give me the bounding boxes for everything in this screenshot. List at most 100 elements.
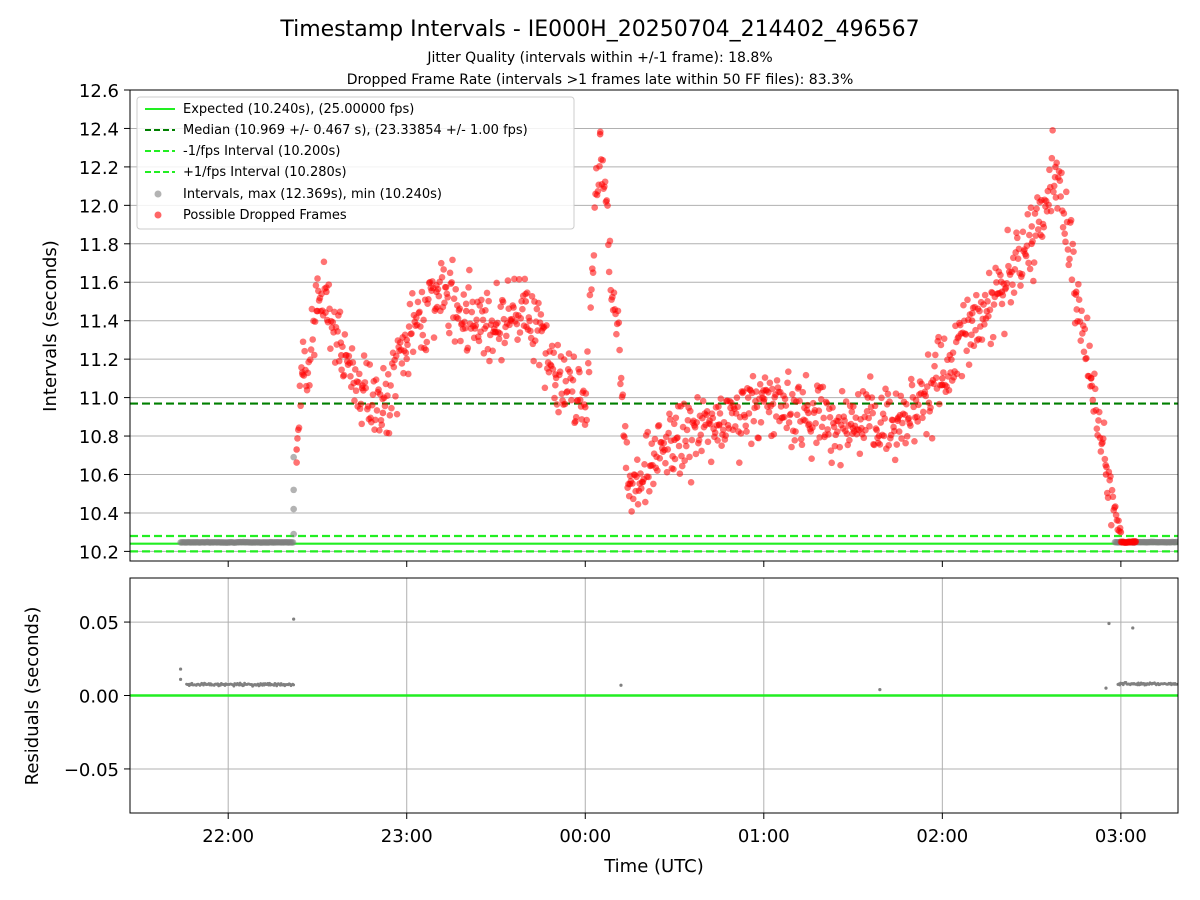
- y-tick-label: 12.0: [79, 196, 119, 217]
- dropped-frame-point: [665, 429, 672, 437]
- dropped-frame-point: [1026, 265, 1034, 273]
- dropped-frame-point: [551, 394, 558, 402]
- dropped-frame-point: [462, 324, 469, 332]
- dropped-frame-point: [749, 372, 757, 380]
- dropped-frame-point: [642, 498, 649, 506]
- dropped-frame-point: [838, 387, 846, 395]
- dropped-frame-point: [387, 382, 394, 389]
- dropped-frame-point: [553, 401, 561, 408]
- y-tick-label: 11.0: [79, 389, 119, 410]
- dropped-frame-point: [1132, 538, 1140, 546]
- dropped-frame-point: [784, 379, 791, 387]
- dropped-frame-point: [981, 321, 988, 328]
- dropped-frame-point: [748, 440, 755, 448]
- dropped-frame-point: [757, 419, 765, 426]
- dropped-frame-point: [963, 347, 970, 355]
- dropped-frame-point: [687, 407, 694, 415]
- dropped-frame-point: [584, 348, 591, 355]
- dropped-frame-point: [464, 344, 472, 352]
- dropped-frame-point: [824, 426, 831, 433]
- dropped-frame-point: [460, 291, 468, 298]
- dropped-frame-point: [1013, 234, 1021, 242]
- dropped-frame-point: [1065, 261, 1073, 269]
- dropped-frame-point: [863, 407, 871, 415]
- dropped-frame-point: [385, 429, 393, 437]
- dropped-frame-point: [562, 377, 570, 385]
- dropped-frame-point: [715, 403, 722, 410]
- dropped-frame-point: [444, 294, 451, 301]
- dropped-frame-point: [682, 442, 690, 450]
- dropped-frame-point: [695, 436, 703, 444]
- dropped-frame-point: [296, 382, 304, 390]
- dropped-frame-point: [791, 436, 799, 444]
- dropped-frame-point: [621, 422, 629, 430]
- dropped-frame-point: [483, 289, 491, 297]
- dropped-frame-point: [442, 283, 450, 291]
- dropped-frame-point: [326, 305, 333, 313]
- dropped-frame-point: [894, 417, 902, 424]
- dropped-frame-point: [902, 439, 909, 447]
- dropped-frame-point: [768, 385, 776, 393]
- dropped-frame-point: [601, 183, 608, 190]
- dropped-frame-point: [440, 266, 447, 273]
- dropped-frame-point: [456, 305, 464, 312]
- dropped-frame-point: [476, 302, 484, 309]
- y-tick-label: 12.2: [79, 158, 119, 179]
- dropped-frame-point: [462, 307, 470, 315]
- legend-expected: Expected (10.240s), (25.00000 fps): [183, 102, 414, 117]
- dropped-frame-point: [973, 291, 980, 299]
- dropped-frame-point: [603, 197, 611, 204]
- dropped-frame-point: [599, 156, 607, 164]
- residual-point: [178, 667, 183, 671]
- dropped-frame-point: [660, 439, 668, 447]
- dropped-frame-point: [937, 341, 945, 349]
- dropped-frame-point: [714, 437, 721, 444]
- dropped-frame-point: [698, 447, 705, 455]
- dropped-frame-point: [384, 371, 392, 378]
- dropped-frame-point: [314, 307, 321, 315]
- dropped-frame-point: [530, 357, 537, 365]
- dropped-frame-point: [1097, 448, 1105, 455]
- dropped-frame-point: [337, 351, 345, 359]
- dropped-frame-point: [552, 371, 559, 378]
- dropped-frame-point: [914, 418, 921, 425]
- dropped-frame-point: [366, 361, 374, 368]
- dropped-frame-point: [812, 420, 819, 427]
- dropped-frame-point: [1018, 270, 1026, 278]
- dropped-frame-point: [709, 414, 717, 422]
- dropped-frame-point: [931, 362, 938, 370]
- dropped-frame-point: [340, 371, 348, 379]
- dropped-frame-point: [492, 321, 500, 328]
- dropped-frame-point: [629, 495, 637, 503]
- dropped-frame-point: [820, 414, 827, 422]
- dropped-frame-point: [869, 409, 876, 417]
- dropped-frame-point: [798, 441, 806, 449]
- dropped-frame-point: [981, 291, 989, 299]
- dropped-frame-point: [781, 395, 789, 403]
- dropped-frame-point: [830, 423, 838, 431]
- dropped-frame-point: [854, 390, 862, 398]
- dropped-frame-point: [788, 443, 795, 451]
- dropped-frame-point: [1005, 262, 1012, 270]
- dropped-frame-point: [1040, 223, 1048, 231]
- dropped-frame-point: [675, 442, 683, 450]
- dropped-frame-point: [1108, 486, 1116, 494]
- dropped-frame-point: [448, 279, 455, 286]
- dropped-frame-point: [1070, 248, 1077, 255]
- dropped-frame-point: [479, 316, 487, 324]
- dropped-frame-point: [301, 347, 308, 355]
- dropped-frame-point: [588, 286, 595, 293]
- dropped-frame-point: [409, 290, 416, 297]
- dropped-frame-point: [449, 256, 456, 264]
- dropped-frame-point: [688, 436, 696, 444]
- dropped-frame-point: [799, 388, 807, 396]
- dropped-frame-point: [755, 434, 762, 442]
- dropped-frame-point: [472, 322, 480, 329]
- dropped-frame-point: [465, 284, 472, 291]
- dropped-frame-point: [1069, 240, 1077, 248]
- dropped-frame-point: [734, 403, 742, 411]
- dropped-frame-point: [1017, 282, 1024, 289]
- dropped-frame-point: [576, 396, 584, 404]
- dropped-frame-point: [351, 397, 358, 405]
- dropped-frame-point: [1091, 370, 1098, 378]
